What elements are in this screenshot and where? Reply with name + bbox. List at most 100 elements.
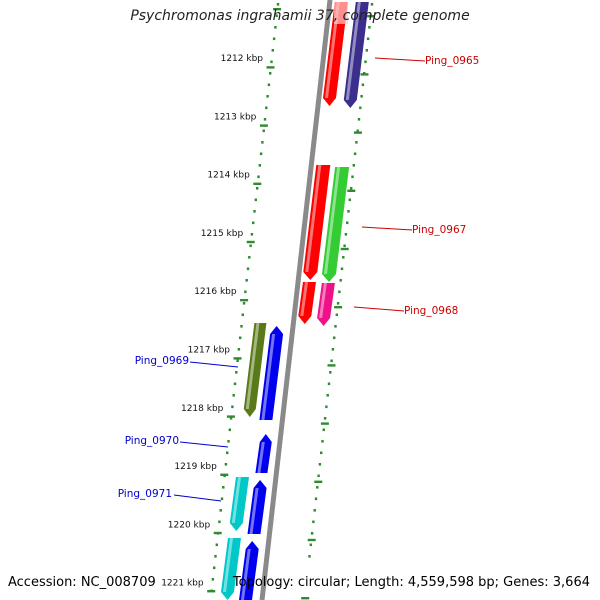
track-major-tick — [259, 124, 268, 127]
track-tick-dot — [265, 106, 268, 110]
track-major-tick — [266, 66, 275, 69]
scale-label: 1216 kbp — [194, 287, 237, 297]
track-tick-dot — [229, 417, 233, 420]
track-tick-dot — [239, 336, 242, 340]
track-tick-dot — [338, 290, 341, 294]
track-tick-dot — [218, 520, 221, 524]
gene-label-leader — [173, 494, 222, 502]
track-tick-dot — [316, 486, 319, 489]
track-tick-dot — [364, 60, 367, 64]
gene-label[interactable]: Ping_0967 — [412, 224, 466, 236]
track-tick-dot — [336, 302, 340, 305]
track-tick-dot — [339, 279, 342, 282]
gene-label[interactable]: Ping_0965 — [425, 55, 479, 67]
track-tick-dot — [271, 49, 274, 52]
track-tick-dot — [258, 164, 261, 167]
track-tick-dot — [366, 37, 370, 41]
track-tick-dot — [214, 555, 217, 558]
scale-label: 1215 kbp — [201, 229, 244, 239]
track-tick-dot — [360, 95, 363, 98]
scale-layer: 1212 kbp 1213 kbp 1214 kbp 1215 kbp 1216 kbp… — [161, 54, 263, 589]
track-tick-dot — [257, 175, 260, 179]
track-tick-dot — [275, 14, 278, 18]
track-tick-dot — [333, 336, 336, 340]
track-tick-dot — [365, 49, 368, 52]
gene-arrow-blue — [239, 541, 259, 600]
track-tick-dot — [242, 302, 246, 305]
track-tick-dot — [327, 382, 331, 386]
track-tick-dot — [352, 164, 355, 167]
track-tick-dot — [219, 509, 222, 512]
gene-arrow-red — [298, 282, 316, 324]
track-major-tick — [360, 73, 369, 76]
track-tick-dot — [343, 244, 346, 248]
track-tick-dot — [357, 118, 361, 121]
gene-arrow-ping-0969 — [243, 323, 267, 417]
track-tick-dot — [318, 463, 322, 466]
track-tick-dot — [261, 141, 264, 144]
track-major-tick — [233, 357, 242, 360]
track-tick-dot — [244, 290, 247, 294]
track-major-tick — [246, 240, 255, 244]
track-major-tick — [273, 8, 282, 11]
scale-label: 1214 kbp — [207, 171, 250, 181]
gene-label[interactable]: Ping_0968 — [404, 305, 458, 317]
track-tick-dot — [250, 233, 254, 236]
scale-label: 1217 kbp — [188, 346, 231, 356]
gene-labels-layer: Ping_0965 Ping_0967 Ping_0968 Ping_0969 Ping… — [118, 55, 479, 502]
track-tick-dot — [344, 233, 348, 236]
gene-arrow-blue — [247, 480, 267, 534]
gene-label-leader — [353, 306, 405, 312]
track-tick-dot — [323, 417, 327, 420]
track-major-tick — [347, 189, 356, 192]
track-tick-dot — [272, 37, 276, 41]
track-tick-dot — [231, 405, 234, 409]
gene-arrow-red — [303, 165, 331, 280]
track-tick-dot — [222, 486, 225, 489]
track-tick-dot — [256, 187, 259, 190]
track-tick-dot — [308, 555, 311, 558]
track-major-tick — [367, 15, 376, 18]
track-tick-dot — [233, 382, 237, 386]
genes-layer — [221, 2, 369, 600]
track-tick-dot — [211, 578, 215, 581]
track-major-tick — [220, 473, 229, 476]
track-tick-dot — [312, 520, 315, 524]
track-major-tick — [207, 590, 216, 593]
track-tick-dot — [252, 221, 255, 225]
track-tick-dot — [240, 325, 243, 328]
track-tick-dot — [351, 175, 354, 179]
track-tick-dot — [350, 187, 353, 190]
track-tick-dot — [313, 509, 316, 512]
track-tick-dot — [235, 371, 238, 374]
track-tick-dot — [346, 221, 349, 225]
track-tick-dot — [321, 440, 324, 443]
track-tick-dot — [314, 497, 318, 501]
track-tick-dot — [241, 313, 244, 317]
track-major-tick — [320, 422, 329, 425]
gene-label[interactable]: Ping_0970 — [125, 435, 179, 447]
gene-arrow-ping-0967 — [322, 167, 350, 282]
track-tick-dot — [334, 325, 337, 328]
gene-label-leader — [179, 441, 229, 448]
track-major-tick — [253, 182, 262, 185]
gene-label[interactable]: Ping_0969 — [135, 355, 189, 367]
track-tick-dot — [348, 198, 351, 202]
track-tick-dot — [274, 26, 277, 29]
track-tick-dot — [270, 60, 273, 64]
track-tick-dot — [263, 118, 267, 121]
track-tick-dot — [215, 543, 218, 547]
accession-label: Accession: NC_008709 — [8, 575, 156, 590]
track-tick-dot — [253, 210, 256, 213]
track-major-tick — [340, 247, 349, 251]
gene-label[interactable]: Ping_0971 — [118, 488, 172, 500]
track-major-tick — [314, 480, 323, 483]
scale-label: 1219 kbp — [174, 462, 217, 472]
track-tick-dot — [331, 348, 335, 351]
scale-label: 1221 kbp — [161, 579, 204, 589]
track-major-tick — [240, 299, 249, 302]
gene-arrow-red — [323, 2, 348, 106]
gene-arrow-ping-0965 — [343, 2, 369, 108]
track-tick-dot — [246, 267, 250, 271]
